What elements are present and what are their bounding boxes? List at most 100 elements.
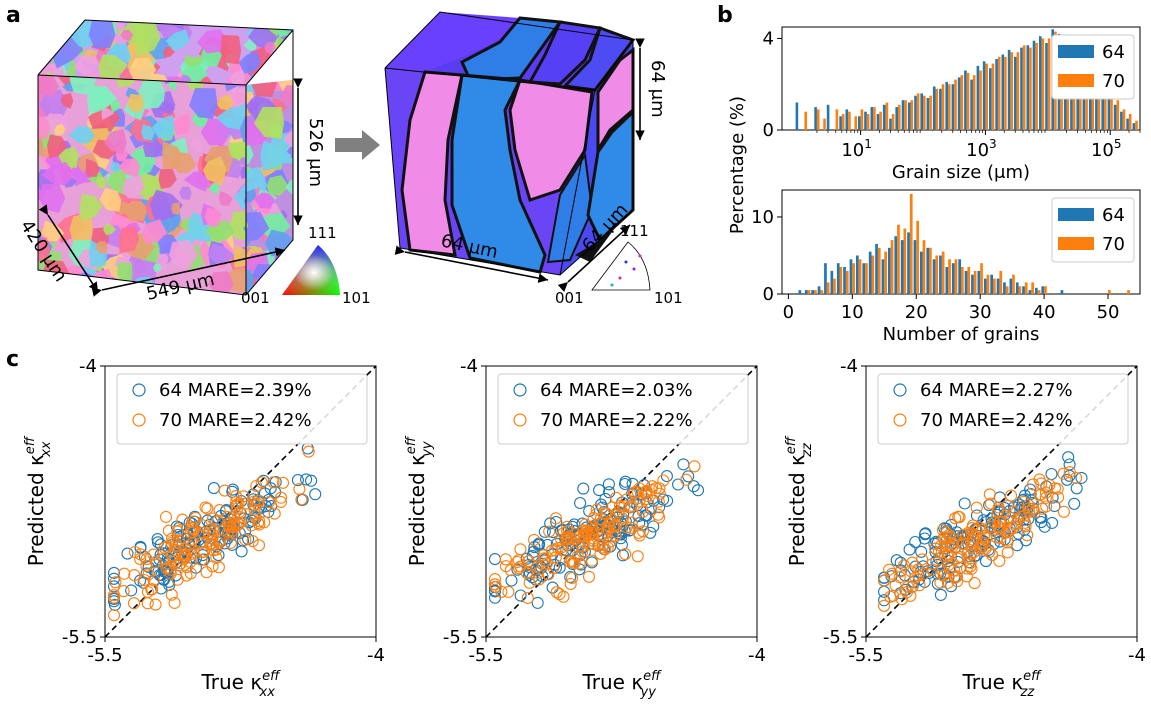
scatter-c-1-ytick-label: -5.5 <box>62 627 97 648</box>
scatter-c-2-point-70 <box>512 562 526 575</box>
grain-size-bar-70 <box>816 109 820 130</box>
scatter-c-3-point-70 <box>975 541 988 554</box>
scatter-c-2-point-64 <box>523 566 536 580</box>
grain-count-bar-64 <box>900 240 904 294</box>
grain-count-bar-64 <box>888 247 891 294</box>
grain-count-bar-70 <box>890 240 894 294</box>
scatter-c-3-point-70 <box>904 589 917 602</box>
scatter-c-3-point-70 <box>970 501 983 514</box>
grain-count-bar-64 <box>983 278 987 294</box>
grain-count-bar-64 <box>907 232 910 294</box>
grain-size-bar-70 <box>960 75 964 130</box>
scatter-c-3-point-70 <box>1001 536 1014 549</box>
scatter-c-3-point-70 <box>983 488 996 501</box>
grain-count-bar-64 <box>862 263 866 294</box>
scatter-c-3-legend-marker-0 <box>893 383 907 397</box>
scatter-c-1-point-70 <box>172 534 186 547</box>
scatter-c-2-ylabel: Predicted κeffyy <box>404 435 435 566</box>
grain-size-bar-70 <box>954 79 957 130</box>
grain-size-xtick-label: 103 <box>966 137 997 161</box>
grain-count-bar-70 <box>941 251 945 294</box>
scatter-c-3-point-70 <box>894 565 907 578</box>
scatter-c-3-point-64 <box>919 527 932 540</box>
scatter-c-2-xtick-label: -4 <box>748 645 766 666</box>
scatter-c-3-point-70 <box>1017 495 1030 508</box>
scatter-c-2-point-70 <box>565 555 578 568</box>
scatter-c-1-point-70 <box>267 476 280 489</box>
scatter-c-1-point-64 <box>262 493 275 506</box>
grain-size-bar-64 <box>1026 45 1030 130</box>
grain-count-bar-70 <box>1037 290 1041 294</box>
scatter-c-3-point-70 <box>991 519 1004 532</box>
scatter-c-3-point-70 <box>1001 526 1014 539</box>
transform-arrow <box>335 130 380 160</box>
grain-count-bar-64 <box>932 259 936 294</box>
grain-count-bar-70 <box>897 224 900 294</box>
grain-count-bar-64 <box>881 259 885 294</box>
scatter-c-3-point-70 <box>951 575 964 588</box>
grain-size-bar-70 <box>966 72 970 130</box>
grain-size-bar-64 <box>982 61 986 130</box>
scatter-c-2-point-70 <box>635 502 648 515</box>
scatter-c-3-point-70 <box>938 550 951 563</box>
grain-size-legend-label-70: 70 <box>1102 71 1125 92</box>
grain-count-bar-70 <box>884 251 887 294</box>
grain-count-bar-64 <box>830 270 834 294</box>
scatter-c-1-point-70 <box>227 518 240 532</box>
scatter-c-2-point-64 <box>488 553 502 566</box>
scatter-c-2-point-64 <box>528 541 541 554</box>
grain-size-bar-70 <box>991 63 995 130</box>
scatter-c-3-point-70 <box>929 542 942 555</box>
grain-size-bar-64 <box>1101 88 1104 130</box>
grain-count-bar-64 <box>798 290 802 294</box>
scatter-c-1-point-70 <box>231 502 244 515</box>
grain-size-bar-70 <box>1010 52 1013 131</box>
scatter-c-3-point-70 <box>1028 506 1041 519</box>
grain-count-bar-64 <box>1003 282 1006 294</box>
grain-count-bar-70 <box>871 255 875 294</box>
scatter-c-3-point-70 <box>968 577 981 590</box>
grain-size-legend-swatch-64 <box>1058 45 1094 58</box>
scatter-c-3-point-70 <box>878 574 891 587</box>
scatter-c-2-point-70 <box>511 555 524 569</box>
grain-size-bar-70 <box>891 114 895 130</box>
grain-size-bar-70 <box>916 93 920 130</box>
right-ipf-label-101: 101 <box>654 289 683 307</box>
scatter-c-3-point-64 <box>1038 520 1051 533</box>
grain-count-bar-70 <box>1044 286 1047 294</box>
panel-b-ylabel: Percentage (%) <box>727 96 748 234</box>
scatter-c-3-point-70 <box>1039 486 1052 499</box>
scatter-c-2-point-70 <box>543 525 556 538</box>
grain-size-bar-64 <box>1120 111 1123 130</box>
grain-count-bar-64 <box>958 259 961 294</box>
scatter-c-2-point-70 <box>561 520 574 533</box>
scatter-c-1-point-70 <box>138 573 151 587</box>
scatter-c-3-point-64 <box>903 543 916 556</box>
scatter-c-3-point-64 <box>1046 516 1059 529</box>
scatter-c-1-point-70 <box>221 511 234 524</box>
grain-count-bar-70 <box>820 290 824 294</box>
scatter-c-2-point-70 <box>585 554 598 567</box>
scatter-c-2-point-70 <box>636 525 649 538</box>
scatter-c-1-xtick-label: -4 <box>367 645 385 666</box>
scatter-c-2-point-70 <box>502 585 515 598</box>
scatter-c-1-point-64 <box>305 474 318 487</box>
scatter-c-3-point-70 <box>934 576 947 589</box>
scatter-c-3-point-70 <box>990 531 1004 544</box>
grain-count-legend-swatch-70 <box>1058 237 1094 250</box>
scatter-c-2-point-64 <box>660 470 673 483</box>
scatter-c-1-point-64 <box>225 538 239 551</box>
scatter-c-1-point-70 <box>210 551 223 564</box>
scatter-c-1-point-70 <box>159 510 173 523</box>
scatter-c-2-point-70 <box>567 556 580 569</box>
scatter-c-3-ylabel: Predicted κeffzz <box>784 435 815 566</box>
scatter-c-1-point-70 <box>147 574 160 587</box>
grain-size-bar-64 <box>876 114 880 130</box>
grain-size-bar-64 <box>864 111 867 130</box>
scatter-c-3-point-70 <box>962 526 975 539</box>
grain-size-legend-label-64: 64 <box>1102 42 1125 63</box>
grain-size-bar-70 <box>941 84 945 130</box>
grain-count-bar-64 <box>1028 290 1032 294</box>
scatter-c-2-point-70 <box>633 529 646 542</box>
grain-size-bar-70 <box>1116 100 1120 130</box>
